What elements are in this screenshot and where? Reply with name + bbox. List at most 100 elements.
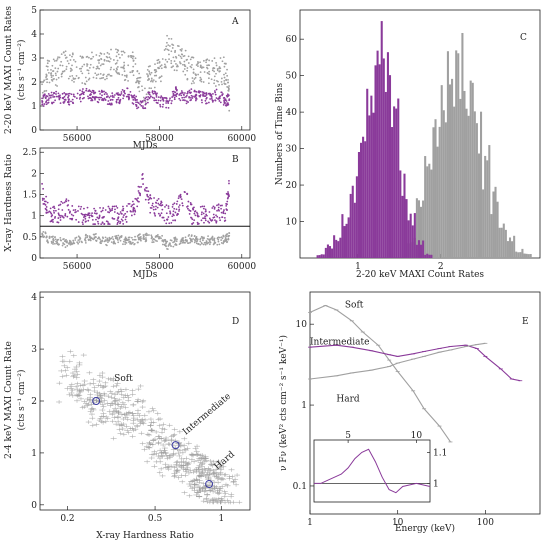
data-point <box>205 102 208 105</box>
data-point <box>227 88 230 91</box>
data-point <box>175 87 177 90</box>
data-point <box>138 72 141 75</box>
data-point <box>136 235 139 237</box>
data-point <box>43 103 46 105</box>
histogram-bar <box>372 112 375 258</box>
data-point <box>46 69 49 71</box>
data-point <box>222 242 225 245</box>
data-point <box>172 94 175 97</box>
inset-y-tick-label: 1 <box>433 479 439 489</box>
data-point <box>106 51 109 54</box>
data-point <box>165 102 168 104</box>
data-point <box>224 212 227 215</box>
x-tick-label: 60000 <box>227 262 256 272</box>
data-point <box>136 107 138 110</box>
data-point <box>113 94 116 96</box>
data-point <box>95 77 98 80</box>
data-point <box>53 60 56 62</box>
data-point <box>220 242 223 244</box>
data-point <box>210 95 213 98</box>
data-point <box>64 98 67 101</box>
data-point <box>121 53 123 56</box>
y-tick-label: 0.5 <box>23 233 38 243</box>
data-point <box>142 107 145 110</box>
data-point <box>113 68 115 71</box>
data-point <box>181 92 184 94</box>
data-point <box>215 64 218 67</box>
data-point <box>51 94 54 96</box>
data-point <box>131 200 134 203</box>
state-label: Hard <box>213 450 237 473</box>
data-point <box>131 241 134 244</box>
data-point <box>75 66 78 69</box>
data-point <box>223 79 226 82</box>
histogram-bar <box>426 166 429 258</box>
data-point <box>80 56 83 59</box>
data-point <box>187 242 190 245</box>
data-point <box>42 105 45 107</box>
data-point <box>74 209 77 211</box>
data-point <box>214 219 216 222</box>
data-point <box>207 241 210 244</box>
data-point <box>174 91 177 94</box>
data-point <box>221 60 224 63</box>
data-point <box>73 81 75 83</box>
data-point <box>189 92 192 95</box>
y-tick-label: 3 <box>31 54 37 64</box>
data-point <box>48 94 51 97</box>
data-point <box>77 77 80 80</box>
data-point <box>142 96 145 99</box>
data-point <box>161 204 164 206</box>
data-point <box>227 237 230 240</box>
panel-d-letter: D <box>232 317 239 327</box>
histogram-bar <box>374 65 377 258</box>
data-point <box>150 87 153 90</box>
data-point <box>214 99 217 102</box>
histogram-bar <box>506 241 509 258</box>
data-point <box>55 95 58 98</box>
data-point <box>133 213 136 216</box>
data-point <box>139 233 141 236</box>
data-point <box>202 243 205 246</box>
data-point <box>122 94 125 97</box>
data-point <box>126 87 129 90</box>
y-tick-label: 3 <box>31 345 37 355</box>
data-point <box>228 195 230 198</box>
data-point <box>199 94 202 96</box>
data-point <box>87 95 89 98</box>
histogram-bar <box>316 255 319 258</box>
data-point <box>220 239 223 241</box>
data-point <box>168 53 170 56</box>
histogram-bar <box>523 253 526 258</box>
histogram-bar <box>391 127 394 259</box>
data-point <box>228 232 231 234</box>
panel-a-points <box>41 34 231 112</box>
data-point <box>147 74 149 77</box>
data-point <box>109 57 112 60</box>
histogram-bar <box>420 206 423 258</box>
data-point <box>139 193 141 196</box>
data-point <box>146 234 149 237</box>
data-point <box>148 87 151 90</box>
data-point <box>98 215 101 218</box>
data-point <box>46 59 49 62</box>
data-point <box>204 219 207 222</box>
data-point <box>99 240 102 243</box>
data-point <box>181 239 184 242</box>
data-point <box>149 194 152 196</box>
data-point <box>199 243 202 246</box>
data-point <box>84 213 87 216</box>
data-point <box>212 213 215 216</box>
data-point <box>129 90 132 93</box>
data-point <box>45 96 47 99</box>
histogram-bar <box>496 201 499 258</box>
data-point <box>81 241 83 244</box>
data-point <box>147 201 150 204</box>
data-point <box>55 74 57 77</box>
data-point <box>95 218 97 221</box>
data-point <box>59 237 62 239</box>
data-point <box>160 95 163 98</box>
data-point <box>146 98 149 101</box>
data-point <box>226 74 229 77</box>
data-point <box>201 66 204 69</box>
